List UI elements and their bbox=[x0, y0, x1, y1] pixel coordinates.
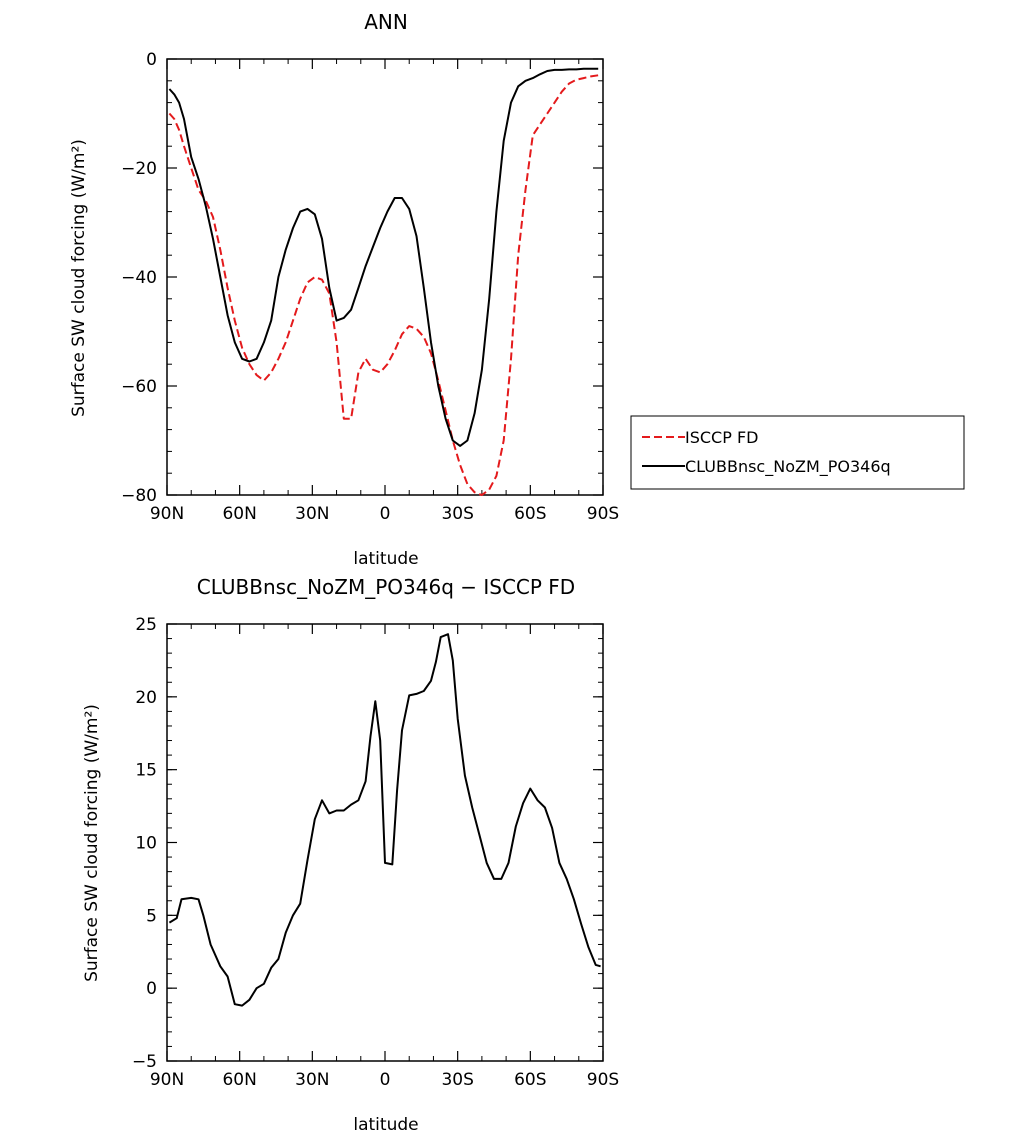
axis-ticks: 90N 60N 30N 0 30S 60S 90S 0 −20 −40 −60 −80 bbox=[121, 50, 619, 524]
y-tick-label: −5 bbox=[132, 1052, 157, 1072]
y-axis-label: Surface SW cloud forcing (W/m²) bbox=[82, 704, 102, 982]
series-group bbox=[168, 633, 601, 1007]
y-tick-label: −20 bbox=[121, 159, 157, 179]
y-tick-label: 10 bbox=[135, 834, 157, 854]
chart-difference: CLUBBnsc_NoZM_PO346q − ISCCP FD 90N 60N 30… bbox=[82, 575, 619, 1135]
x-tick-label: 60S bbox=[514, 1070, 546, 1090]
y-tick-label: −80 bbox=[121, 486, 157, 506]
legend-label-isccp-fd: ISCCP FD bbox=[685, 428, 758, 447]
x-tick-label: 60N bbox=[222, 504, 256, 524]
x-axis-label: latitude bbox=[353, 549, 418, 569]
y-tick-label: 25 bbox=[135, 615, 157, 635]
chart-title: CLUBBnsc_NoZM_PO346q − ISCCP FD bbox=[197, 575, 575, 599]
x-tick-label: 30N bbox=[295, 1070, 329, 1090]
legend-box bbox=[630, 415, 965, 490]
y-tick-label: −60 bbox=[121, 377, 157, 397]
axis-ticks: 90N 60N 30N 0 30S 60S 90S 25 20 15 10 5 0 −5 bbox=[132, 615, 619, 1090]
x-tick-label: 0 bbox=[380, 504, 391, 524]
y-tick-label: 20 bbox=[135, 688, 157, 708]
legend-item-clubbnsc: CLUBBnsc_NoZM_PO346q bbox=[642, 457, 891, 477]
series-group bbox=[168, 67, 599, 496]
plot-frame bbox=[166, 58, 604, 496]
legend-label-clubbnsc: CLUBBnsc_NoZM_PO346q bbox=[685, 457, 891, 477]
legend: ISCCP FD CLUBBnsc_NoZM_PO346q bbox=[630, 415, 965, 490]
x-tick-label: 90S bbox=[587, 504, 619, 524]
series-line-1 bbox=[168, 74, 599, 496]
x-tick-label: 90S bbox=[587, 1070, 619, 1090]
y-tick-label: 15 bbox=[135, 761, 157, 781]
y-tick-label: 0 bbox=[146, 50, 157, 70]
x-tick-label: 30S bbox=[441, 504, 473, 524]
chart-title: ANN bbox=[364, 10, 408, 34]
y-tick-label: −40 bbox=[121, 268, 157, 288]
series-line-2 bbox=[168, 67, 599, 447]
series-line-1 bbox=[168, 633, 601, 1007]
x-tick-label: 60S bbox=[514, 504, 546, 524]
x-tick-label: 30N bbox=[295, 504, 329, 524]
x-tick-label: 30S bbox=[441, 1070, 473, 1090]
y-axis-label: Surface SW cloud forcing (W/m²) bbox=[69, 139, 89, 417]
x-tick-label: 90N bbox=[150, 1070, 184, 1090]
x-axis-label: latitude bbox=[353, 1115, 418, 1135]
chart-annual-forcing: ANN 90N 60N 30N 0 30S 60S 90S 0 −20 −40 −60 −80 lat… bbox=[69, 10, 619, 569]
x-tick-label: 60N bbox=[222, 1070, 256, 1090]
y-tick-label: 5 bbox=[146, 906, 157, 926]
y-tick-label: 0 bbox=[146, 979, 157, 999]
legend-item-isccp-fd: ISCCP FD bbox=[642, 428, 758, 447]
x-tick-label: 90N bbox=[150, 504, 184, 524]
x-tick-label: 0 bbox=[380, 1070, 391, 1090]
